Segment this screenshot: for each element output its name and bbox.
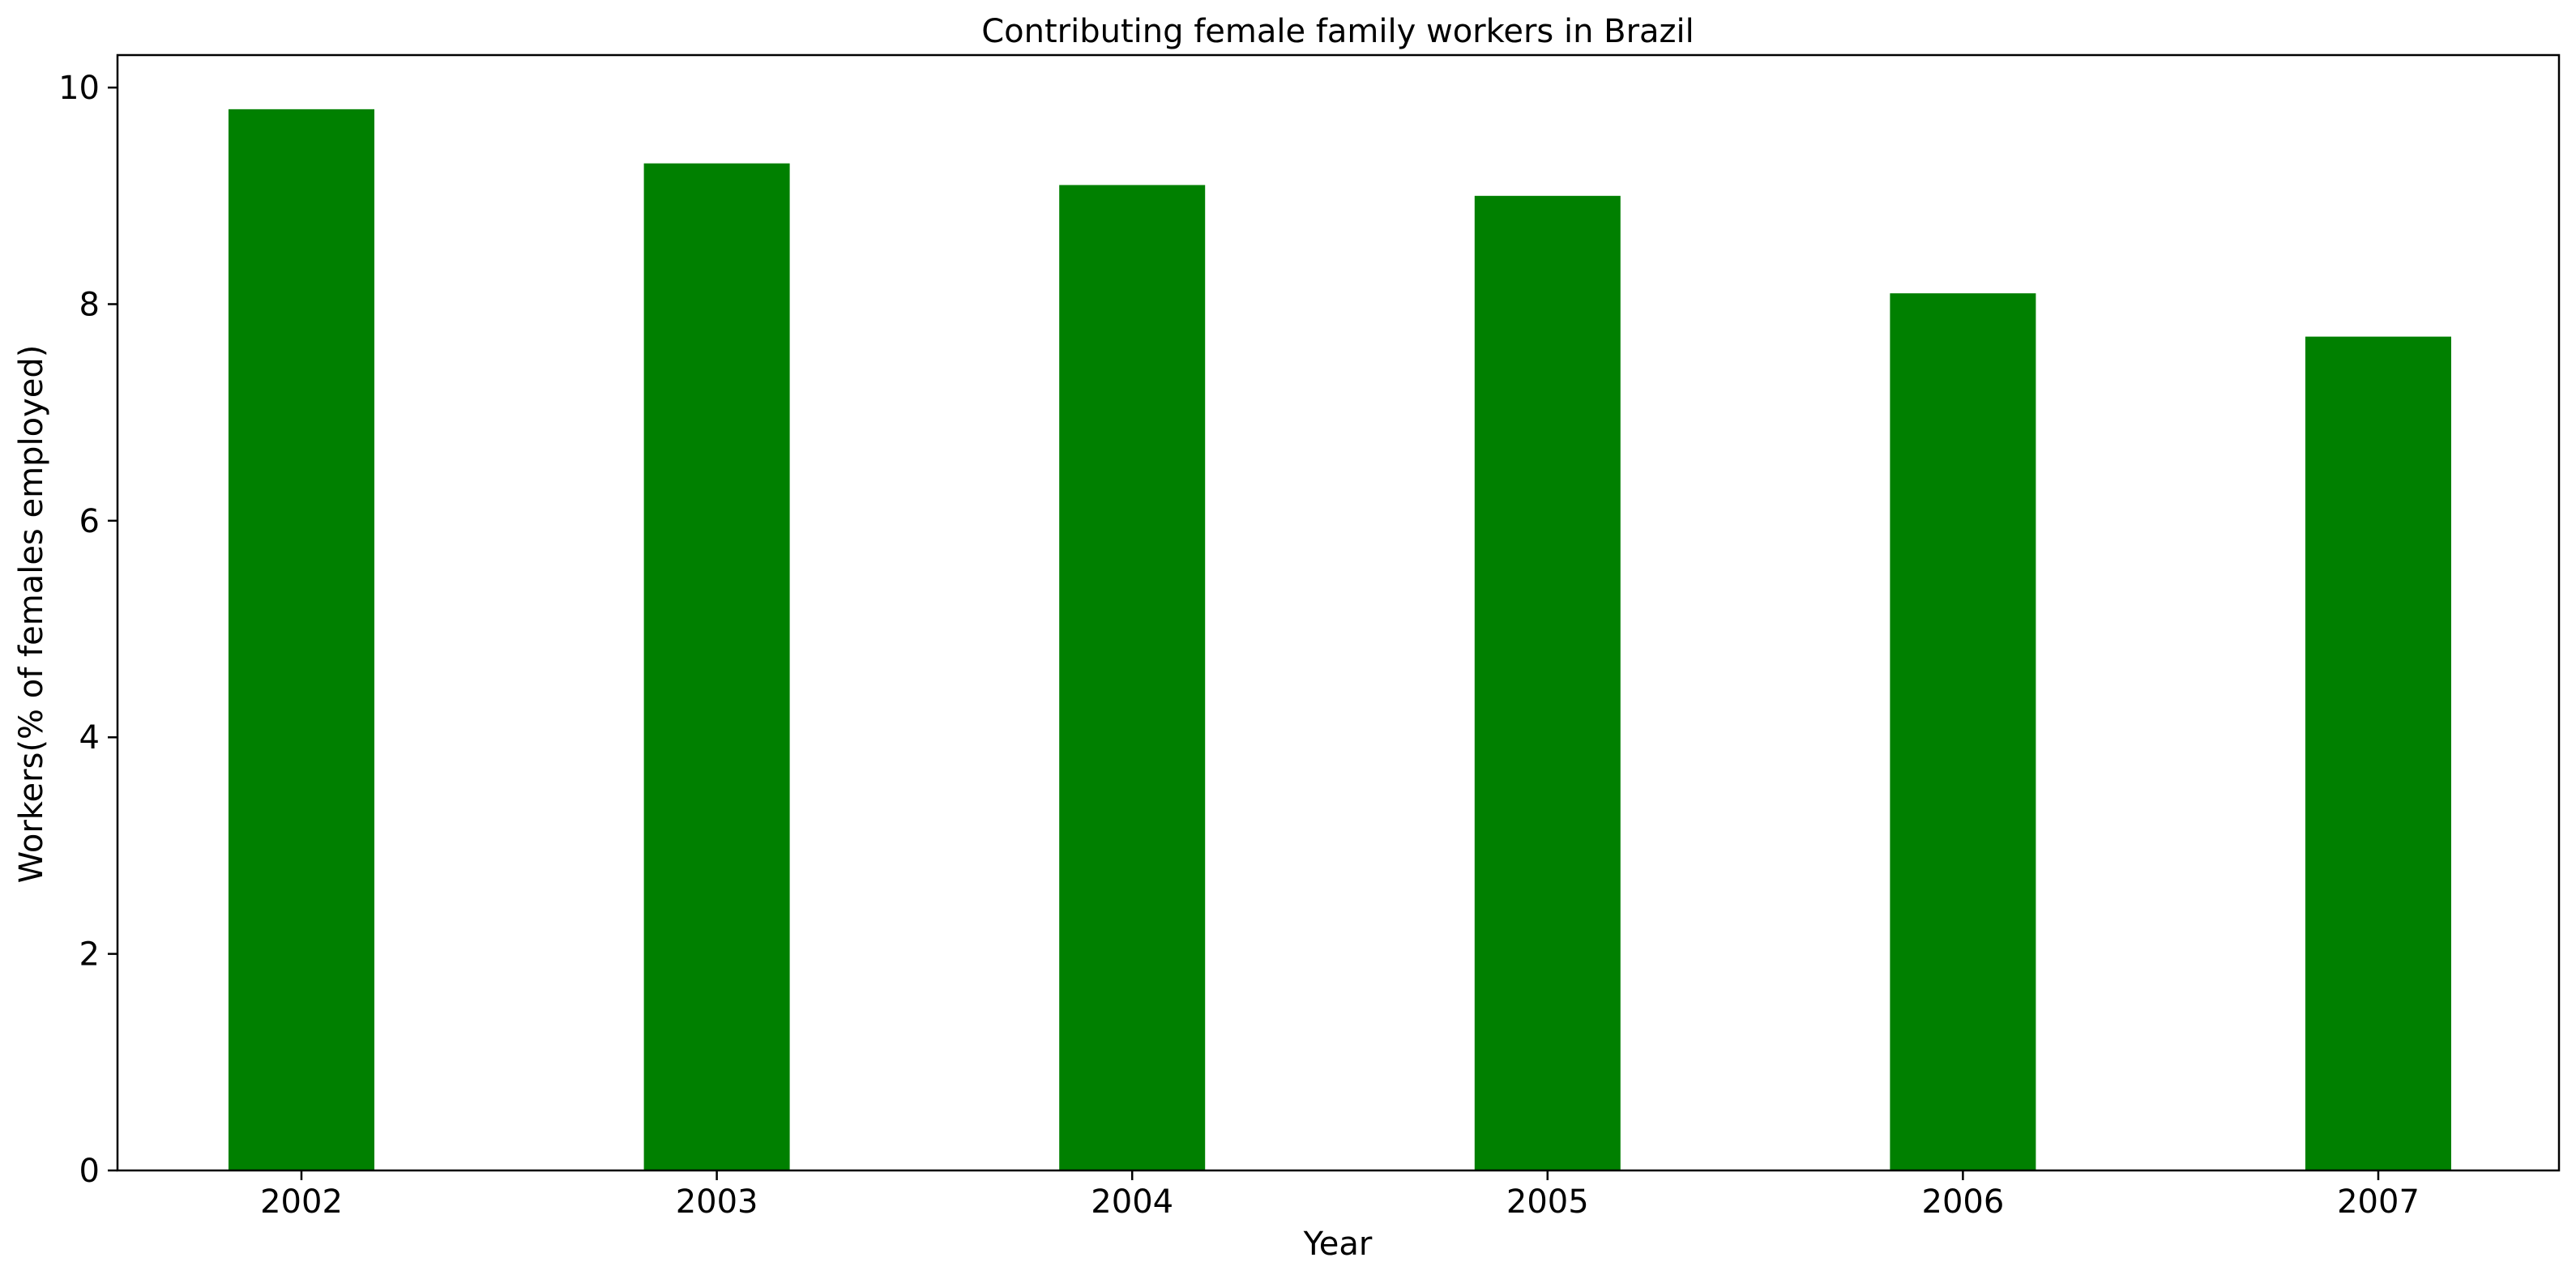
x-tick-label: 2004 [1091,1183,1173,1221]
bar-2003 [643,163,790,1170]
x-axis-title: Year [1303,1226,1373,1263]
bar-2007 [2305,336,2451,1170]
x-tick-label: 2003 [676,1183,758,1221]
bars-group [229,109,2451,1171]
bar-2002 [229,109,374,1170]
y-tick-label: 0 [79,1153,100,1190]
x-tick-label: 2006 [1922,1183,2005,1221]
bar-2005 [1474,195,1621,1170]
x-tick-label: 2002 [260,1183,343,1221]
y-tick-label: 10 [58,70,100,107]
y-axis-title: Workers(% of females employed) [13,345,50,884]
y-tick-label: 8 [79,286,100,323]
bar-2004 [1059,185,1206,1170]
chart-title: Contributing female family workers in Br… [981,13,1694,50]
y-tick-label: 2 [79,936,100,974]
y-tick-label: 4 [79,719,100,757]
plot-area-frame [116,53,2561,1172]
x-axis-ticks: 2002 2003 2004 2005 2006 2007 [260,1170,2420,1221]
y-axis-ticks: 0 2 4 6 8 10 [58,70,117,1190]
x-tick-label: 2007 [2337,1183,2420,1221]
x-tick-label: 2005 [1506,1183,1589,1221]
bar-2006 [1890,293,2036,1171]
y-tick-label: 6 [79,503,100,540]
